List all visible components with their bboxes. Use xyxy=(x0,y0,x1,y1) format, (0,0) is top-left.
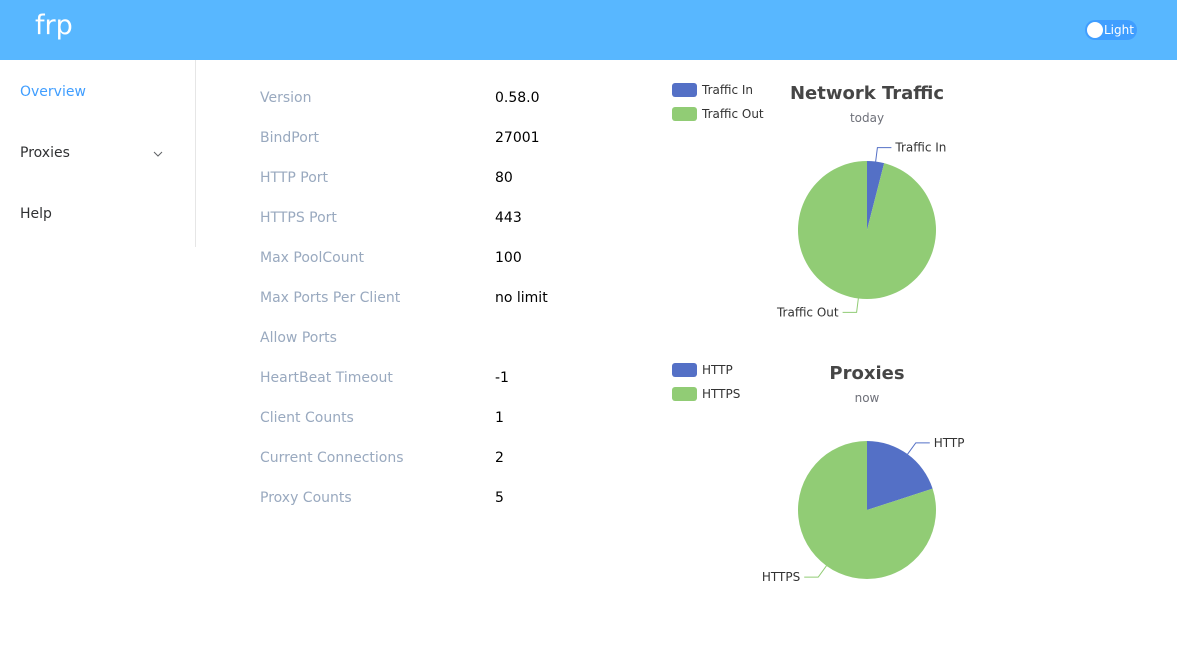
legend-swatch xyxy=(672,387,697,401)
info-label: Max Ports Per Client xyxy=(260,290,401,306)
toggle-knob xyxy=(1087,22,1103,38)
info-value: 5 xyxy=(495,490,504,506)
nav-item[interactable]: Overview xyxy=(20,84,86,100)
info-value: 80 xyxy=(495,170,513,186)
info-value: -1 xyxy=(495,370,509,386)
info-label: Proxy Counts xyxy=(260,490,352,506)
leader-line xyxy=(804,565,827,578)
theme-toggle[interactable]: Light xyxy=(1085,20,1137,40)
info-value: 0.58.0 xyxy=(495,90,540,106)
chart-subtitle: now xyxy=(855,391,880,405)
info-label: Max PoolCount xyxy=(260,250,364,266)
pie-slice xyxy=(797,441,937,580)
nav-item[interactable]: Proxies xyxy=(20,145,70,161)
slice-label: Traffic Out xyxy=(776,305,839,319)
legend-swatch xyxy=(672,363,697,377)
leader-line xyxy=(842,298,859,313)
info-label: Client Counts xyxy=(260,410,354,426)
legend-label: HTTPS xyxy=(702,387,740,401)
info-value: 27001 xyxy=(495,130,540,146)
slice-label: HTTPS xyxy=(762,570,800,584)
logo[interactable]: frp xyxy=(35,10,73,41)
chart-title: Proxies xyxy=(829,363,904,384)
info-label: HTTP Port xyxy=(260,170,329,186)
slice-label: HTTP xyxy=(934,436,965,450)
pie-slice xyxy=(867,161,885,230)
chevron xyxy=(153,151,163,157)
legend-label: HTTP xyxy=(702,363,733,377)
info-label: Current Connections xyxy=(260,450,404,466)
pie-slice xyxy=(867,441,933,510)
legend-label: Traffic In xyxy=(701,83,753,97)
info-label: Version xyxy=(260,90,312,106)
slice-label: Traffic In xyxy=(894,141,946,155)
info-label: BindPort xyxy=(260,130,320,146)
info-label: HTTPS Port xyxy=(260,210,337,226)
toggle-label: Light xyxy=(1104,23,1134,37)
nav-item[interactable]: Help xyxy=(20,206,52,222)
info-value: 100 xyxy=(495,250,522,266)
legend-swatch xyxy=(672,107,697,121)
info-label: HeartBeat Timeout xyxy=(260,370,393,386)
chart-subtitle: today xyxy=(850,111,884,125)
info-value: no limit xyxy=(495,290,548,306)
leader-line xyxy=(875,147,892,162)
info-value: 2 xyxy=(495,450,504,466)
header: frp Light xyxy=(0,0,1177,60)
sidebar: Overview Proxies Help xyxy=(0,60,196,247)
info-value: 1 xyxy=(495,410,504,426)
legend-label: Traffic Out xyxy=(701,107,764,121)
info-value: 443 xyxy=(495,210,522,226)
legend-swatch xyxy=(672,83,697,97)
leader-line xyxy=(907,442,930,455)
pie-slice xyxy=(798,161,937,299)
info-label: Allow Ports xyxy=(260,330,337,346)
chart-title: Network Traffic xyxy=(790,83,944,104)
